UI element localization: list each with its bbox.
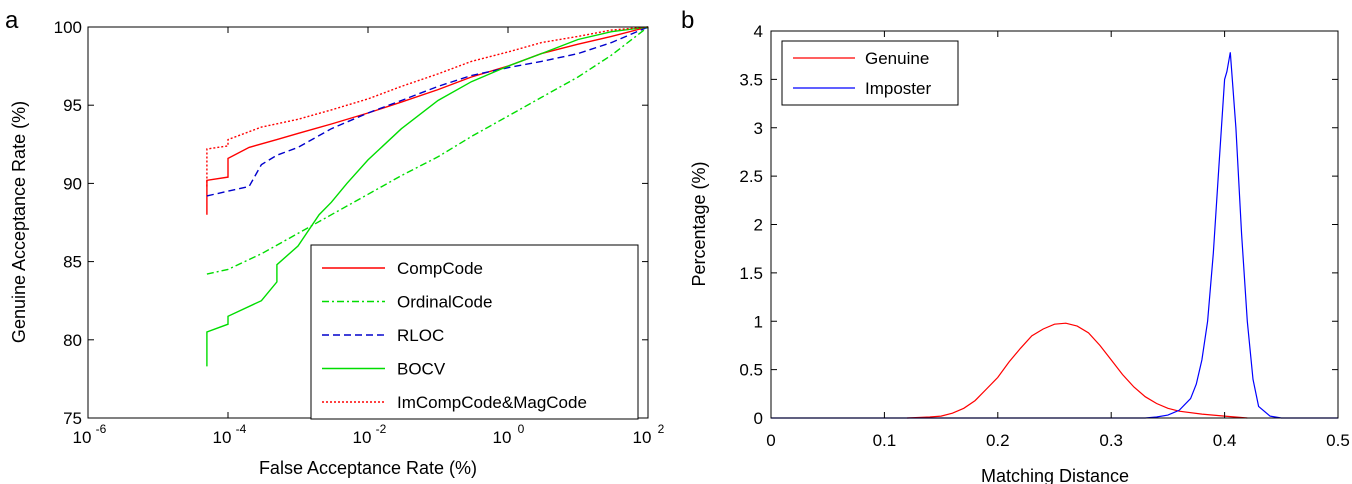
panel-a-x-tick-exponent: 0 (518, 422, 525, 436)
panel-a-y-tick-label: 90 (63, 174, 82, 193)
panel-a-x-tick-label: 10 (633, 428, 652, 447)
panel-a-series-4-line (206, 26, 649, 187)
panel-b-y-tick-label: 3.5 (739, 70, 763, 89)
panel-b-x-tick-label: 0.5 (1326, 431, 1350, 450)
panel-a-x-tick-label: 10 (353, 428, 372, 447)
panel-a-legend-label: RLOC (397, 326, 444, 345)
panel-b-plot-area (771, 52, 1338, 419)
panel-a-legend-box (310, 244, 639, 420)
panel-b-y-tick-label: 1.5 (739, 264, 763, 283)
panel-a-x-tick-exponent: -2 (376, 422, 387, 436)
panel-a-x-tick-exponent: -6 (96, 422, 107, 436)
panel-b-y-axis-label: Percentage (%) (689, 161, 709, 286)
panel-a-legend: CompCode OrdinalCode RLOC BOCV ImCompCode&Ma… (310, 244, 639, 420)
panel-a-y-tick-label: 100 (54, 18, 82, 37)
panel-b-x-axis-label: Matching Distance (981, 466, 1129, 484)
panel-a-series-3-line (206, 26, 649, 367)
panel-a-legend-label: BOCV (397, 360, 446, 379)
panel-a-x-tick-exponent: -4 (236, 422, 247, 436)
panel-b-x-tick-label: 0.3 (1099, 431, 1123, 450)
panel-b-y-tick-label: 3 (754, 119, 763, 138)
panel-b-legend-label: Imposter (865, 79, 931, 98)
panel-b-legend: Genuine Imposter (781, 40, 959, 106)
panel-b-series-1-line (771, 52, 1338, 419)
panel-b-y-tick-label: 0.5 (739, 361, 763, 380)
panel-b-x-tick-label: 0.4 (1213, 431, 1237, 450)
panel-a-legend-label: CompCode (397, 259, 483, 278)
panel-a-plot-area (206, 26, 649, 367)
panel-a-x-tick-label: 10 (213, 428, 232, 447)
panel-b-y-tick-label: 1 (754, 312, 763, 331)
panel-a-legend-label: OrdinalCode (397, 293, 492, 312)
panel-a-series-2-line (206, 26, 649, 197)
panel-a-y-tick-label: 75 (63, 409, 82, 428)
panel-a-series-0-line (206, 26, 649, 215)
panel-b-series-0-line (907, 322, 1248, 419)
panel-b-x-tick-label: 0 (766, 431, 775, 450)
panel-a-x-tick-label: 10 (73, 428, 92, 447)
panel-b-legend-box (781, 40, 959, 106)
panel-b-y-tick-label: 2.5 (739, 167, 763, 186)
panel-a-series-1-line (206, 26, 649, 275)
panel-a-y-tick-label: 95 (63, 96, 82, 115)
panel-b-letter: b (681, 7, 694, 34)
panel-b-y-tick-label: 0 (754, 409, 763, 428)
panel-a-x-tick-exponent: 2 (658, 422, 665, 436)
panel-b-y-tick-label: 4 (754, 22, 763, 41)
panel-a-legend-label: ImCompCode&MagCode (397, 393, 587, 412)
panel-a-y-tick-label: 85 (63, 253, 82, 272)
panel-b-x-tick-label: 0.1 (873, 431, 897, 450)
panel-b-legend-label: Genuine (865, 49, 929, 68)
panel-a-x-axis-label: False Acceptance Rate (%) (259, 458, 477, 478)
panel-b-distance-chart: b 0 0.1 0.2 0.3 0.4 0.5 0 0.5 1 1.5 2 2.5 3 3.5 4 Matc… (681, 7, 1350, 484)
panel-a-y-tick-label: 80 (63, 331, 82, 350)
panel-a-x-tick-label: 10 (493, 428, 512, 447)
panel-b-x-tick-label: 0.2 (986, 431, 1010, 450)
panel-a-letter: a (5, 7, 19, 34)
panel-b-ticks: 0 0.1 0.2 0.3 0.4 0.5 0 0.5 1 1.5 2 2.5 3 3.5 4 (739, 22, 1349, 450)
panel-b-y-tick-label: 2 (754, 216, 763, 235)
panel-a-y-axis-label: Genuine Acceptance Rate (%) (9, 101, 29, 343)
